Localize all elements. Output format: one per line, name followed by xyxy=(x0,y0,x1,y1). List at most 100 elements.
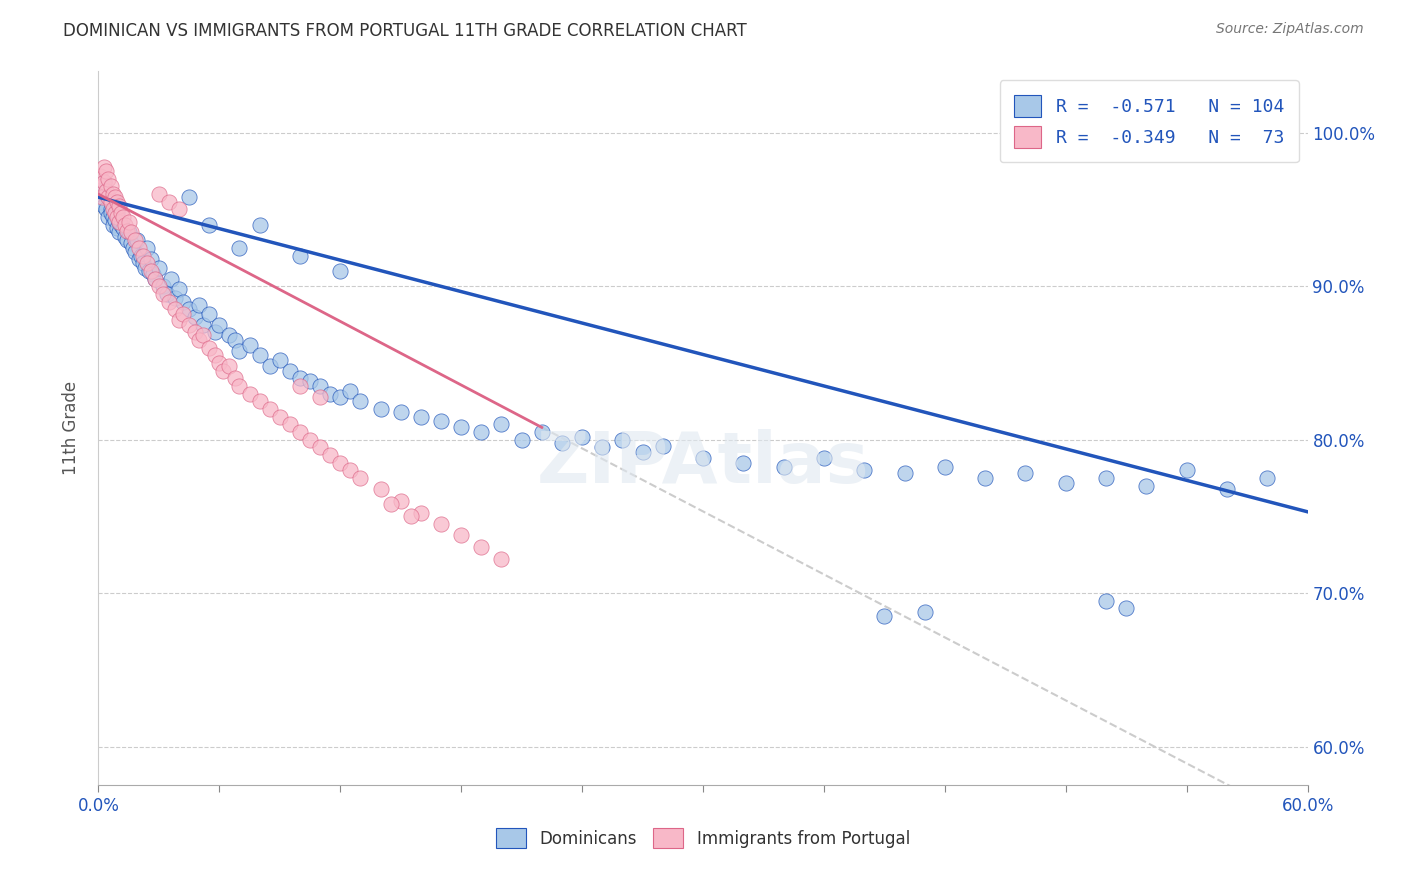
Point xyxy=(124,233,146,247)
Point xyxy=(142,267,165,281)
Point xyxy=(198,307,221,321)
Point xyxy=(329,390,352,404)
Point xyxy=(135,256,157,270)
Point xyxy=(172,294,194,309)
Point xyxy=(103,190,125,204)
Point xyxy=(157,194,180,209)
Point xyxy=(139,252,162,266)
Point xyxy=(339,384,361,398)
Point xyxy=(125,233,148,247)
Point xyxy=(551,435,574,450)
Point xyxy=(288,248,311,262)
Point xyxy=(1135,479,1157,493)
Point xyxy=(389,494,412,508)
Point xyxy=(259,401,281,416)
Point xyxy=(93,160,115,174)
Point xyxy=(100,202,122,217)
Point xyxy=(101,210,124,224)
Point xyxy=(228,241,250,255)
Point xyxy=(93,175,115,189)
Point xyxy=(288,371,311,385)
Point xyxy=(370,482,392,496)
Text: DOMINICAN VS IMMIGRANTS FROM PORTUGAL 11TH GRADE CORRELATION CHART: DOMINICAN VS IMMIGRANTS FROM PORTUGAL 11… xyxy=(63,22,747,40)
Point xyxy=(269,352,291,367)
Point xyxy=(288,379,311,393)
Point xyxy=(974,471,997,485)
Point xyxy=(89,187,111,202)
Point xyxy=(91,194,114,209)
Point xyxy=(208,318,231,332)
Point xyxy=(105,194,128,209)
Point xyxy=(132,248,155,262)
Point xyxy=(100,205,122,219)
Point xyxy=(772,460,794,475)
Point xyxy=(167,313,190,327)
Point xyxy=(339,463,361,477)
Point xyxy=(114,218,136,232)
Point xyxy=(288,425,311,439)
Point xyxy=(1115,601,1137,615)
Point xyxy=(103,213,125,227)
Point xyxy=(138,264,160,278)
Point xyxy=(184,310,207,324)
Point xyxy=(110,205,132,219)
Point xyxy=(163,302,186,317)
Point xyxy=(97,190,120,204)
Point xyxy=(148,279,170,293)
Point xyxy=(143,271,166,285)
Point xyxy=(101,218,124,232)
Y-axis label: 11th Grade: 11th Grade xyxy=(62,381,80,475)
Point xyxy=(208,356,231,370)
Point xyxy=(129,248,152,262)
Point xyxy=(101,202,124,217)
Point xyxy=(143,271,166,285)
Point xyxy=(114,230,136,244)
Point xyxy=(128,252,150,266)
Point xyxy=(329,456,352,470)
Point xyxy=(228,379,250,393)
Point xyxy=(1256,471,1278,485)
Point xyxy=(914,605,936,619)
Point xyxy=(132,256,155,270)
Point xyxy=(631,445,654,459)
Point xyxy=(188,333,211,347)
Point xyxy=(128,241,150,255)
Point xyxy=(193,328,215,343)
Point xyxy=(111,210,134,224)
Point xyxy=(148,260,170,275)
Point xyxy=(89,169,111,183)
Point xyxy=(309,390,332,404)
Point xyxy=(1054,475,1077,490)
Point xyxy=(105,210,128,224)
Point xyxy=(97,210,120,224)
Point xyxy=(249,348,271,362)
Point xyxy=(139,264,162,278)
Point xyxy=(107,215,129,229)
Point xyxy=(193,318,215,332)
Point xyxy=(120,236,142,251)
Point xyxy=(96,184,118,198)
Point xyxy=(121,241,143,255)
Point xyxy=(179,302,201,317)
Point xyxy=(470,425,492,439)
Point xyxy=(269,409,291,424)
Point xyxy=(156,286,179,301)
Point xyxy=(157,294,180,309)
Point xyxy=(120,226,142,240)
Point xyxy=(134,260,156,275)
Point xyxy=(470,540,492,554)
Point xyxy=(172,307,194,321)
Point xyxy=(299,433,322,447)
Point xyxy=(152,286,174,301)
Point xyxy=(105,220,128,235)
Point xyxy=(309,379,332,393)
Point xyxy=(571,429,593,443)
Point xyxy=(430,517,453,532)
Point xyxy=(212,363,235,377)
Point xyxy=(399,509,422,524)
Point xyxy=(93,199,115,213)
Point xyxy=(96,164,118,178)
Point xyxy=(409,409,432,424)
Point xyxy=(115,233,138,247)
Point xyxy=(813,451,835,466)
